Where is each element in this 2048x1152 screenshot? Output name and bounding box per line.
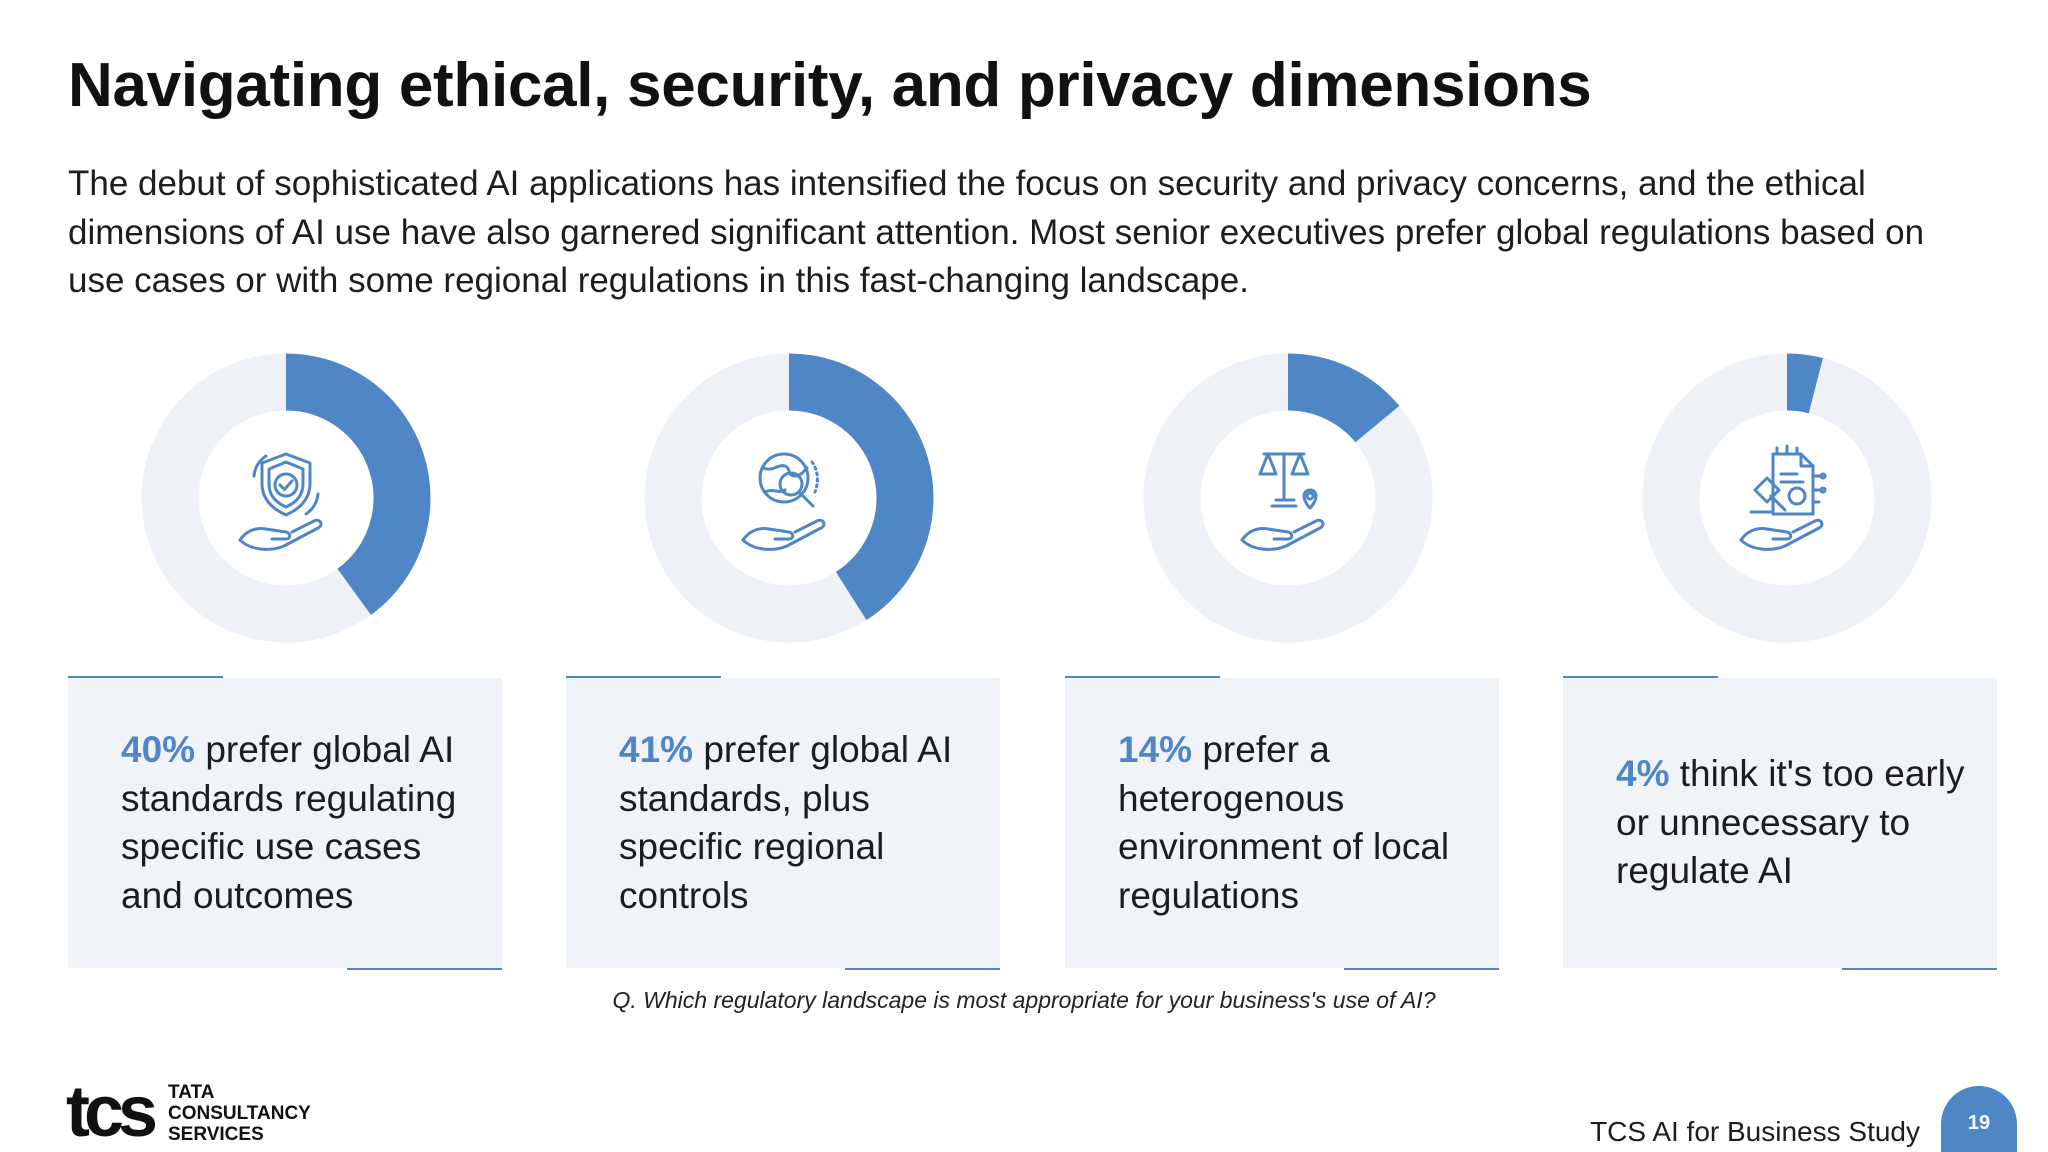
page-number: 19 xyxy=(1967,1111,1991,1134)
donut-ring-3 xyxy=(1143,353,1433,643)
logo-mark: tcs xyxy=(66,1072,158,1152)
logo-word: TATA xyxy=(168,1082,215,1103)
card-percent: 40% xyxy=(121,729,196,770)
study-name: TCS AI for Business Study xyxy=(1590,1116,1920,1147)
card-accent-line xyxy=(1842,968,1997,970)
card-accent-line xyxy=(1563,676,1718,678)
donut-value-arc xyxy=(788,353,934,620)
card-accent-line xyxy=(845,968,1000,970)
stat-card-1: 40% prefer global AI standards regulatin… xyxy=(68,676,502,970)
page-title: Navigating ethical, security, and privac… xyxy=(68,51,1592,120)
card-description: prefer global AI standards regulating sp… xyxy=(121,729,457,916)
logo-wordmark: TATA CONSULTANCY SERVICES xyxy=(168,1082,368,1145)
card-description: prefer global AI standards, plus specifi… xyxy=(619,729,953,916)
survey-question: Q. Which regulatory landscape is most ap… xyxy=(612,987,1436,1013)
page-number-badge: 19 xyxy=(1941,1086,2017,1152)
card-percent: 4% xyxy=(1616,753,1670,795)
card-description: think it's too early or unnecessary to r… xyxy=(1616,753,1965,892)
donut-value-arc xyxy=(1287,353,1400,443)
stat-card-2: 41% prefer global AI standards, plus spe… xyxy=(566,676,1000,970)
donut-value-arc xyxy=(1786,353,1823,414)
donut-ring-1 xyxy=(141,353,431,643)
scales-location-hand-icon xyxy=(1240,452,1325,551)
logo-word: CONSULTANCY xyxy=(168,1103,311,1124)
stat-card-4: 4% think it's too early or unnecessary t… xyxy=(1563,676,1997,970)
stat-card-3: 14% prefer a heterogenous environment of… xyxy=(1065,676,1499,970)
card-accent-line xyxy=(566,676,721,678)
card-percent: 41% xyxy=(619,729,694,770)
card-accent-line xyxy=(68,676,223,678)
card-text: 4% think it's too early or unnecessary t… xyxy=(1616,678,1967,968)
donut-chart-3 xyxy=(1142,352,1434,644)
card-accent-line xyxy=(347,968,502,970)
card-accent-line xyxy=(1065,676,1220,678)
donut-chart-4 xyxy=(1641,352,1933,644)
globe-magnifier-hand-icon xyxy=(741,452,826,551)
card-percent: 14% xyxy=(1118,729,1193,770)
logo-word: SERVICES xyxy=(168,1124,264,1145)
card-description: prefer a heterogenous environment of loc… xyxy=(1118,729,1450,916)
donut-chart-1 xyxy=(140,352,432,644)
card-text: 41% prefer global AI standards, plus spe… xyxy=(619,678,970,968)
donut-value-arc xyxy=(285,353,431,615)
gavel-document-hand-icon xyxy=(1739,444,1827,551)
card-accent-line xyxy=(1344,968,1499,970)
donut-chart-2 xyxy=(643,352,935,644)
donut-ring-2 xyxy=(644,353,934,643)
intro-paragraph: The debut of sophisticated AI applicatio… xyxy=(68,164,1925,300)
donut-ring-4 xyxy=(1642,353,1932,643)
card-text: 14% prefer a heterogenous environment of… xyxy=(1118,678,1469,968)
card-text: 40% prefer global AI standards regulatin… xyxy=(121,678,472,968)
shield-check-hand-icon xyxy=(238,452,323,551)
